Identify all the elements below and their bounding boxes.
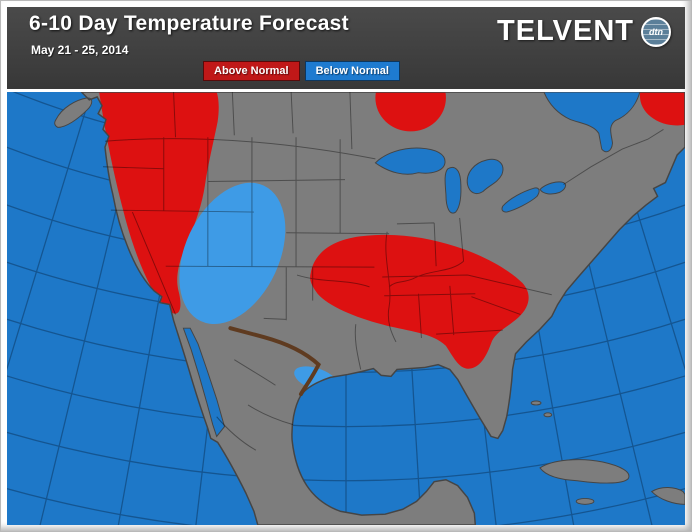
above-normal-region-central-canada xyxy=(375,92,446,132)
content-area: 6-10 Day Temperature Forecast May 21 - 2… xyxy=(7,7,685,525)
state-and-province-borders xyxy=(103,92,664,451)
dtn-logo-text: dtn xyxy=(649,26,663,37)
date-range: May 21 - 25, 2014 xyxy=(31,43,129,57)
bahamas xyxy=(530,400,542,406)
lake-michigan xyxy=(444,166,462,214)
legend-below-normal-badge: Below Normal xyxy=(304,61,400,81)
lake-huron xyxy=(466,158,504,194)
bahamas xyxy=(543,412,553,418)
forecast-map xyxy=(7,92,685,525)
below-normal-region-rockies xyxy=(179,182,286,325)
telvent-logo-text: TELVENT xyxy=(497,15,634,47)
hispaniola xyxy=(650,486,685,505)
above-normal-region-southeast xyxy=(310,234,529,369)
jamaica xyxy=(575,497,595,505)
lake-ontario xyxy=(539,181,567,195)
legend-above-normal-badge: Above Normal xyxy=(203,61,300,81)
islands xyxy=(54,97,685,505)
page-title: 6-10 Day Temperature Forecast xyxy=(29,12,349,35)
us-mexico-border-highlight xyxy=(228,326,321,397)
hudson-bay xyxy=(543,92,641,153)
header: 6-10 Day Temperature Forecast May 21 - 2… xyxy=(7,7,685,89)
legend: Above Normal Below Normal xyxy=(203,61,400,81)
temperature-anomaly-regions xyxy=(99,92,685,393)
gulf-of-california xyxy=(182,327,226,438)
above-normal-region-west xyxy=(99,92,219,314)
dtn-globe-icon: dtn xyxy=(641,16,671,47)
cuba xyxy=(539,459,630,484)
above-normal-region-northeast-canada xyxy=(639,92,685,126)
brand-logo: TELVENT dtn xyxy=(497,15,671,48)
lake-superior xyxy=(374,147,446,175)
inland-water xyxy=(182,92,641,438)
lake-erie xyxy=(501,187,540,213)
vancouver-island xyxy=(54,97,93,128)
map-area xyxy=(7,92,685,525)
